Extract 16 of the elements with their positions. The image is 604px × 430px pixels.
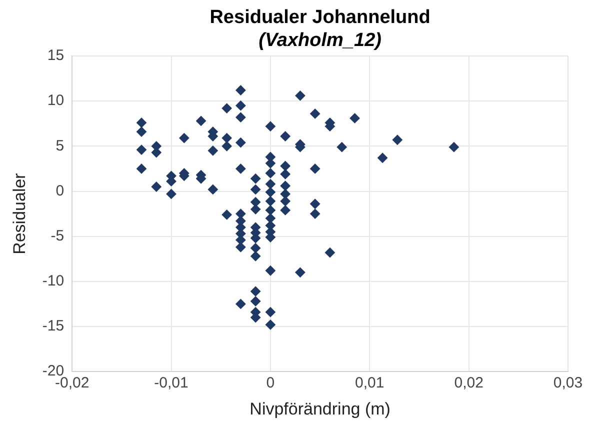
y-tick-label: -5 — [50, 227, 64, 244]
y-tick-label: -15 — [42, 318, 64, 335]
y-axis-title: Residualer — [10, 172, 29, 254]
y-tick-label: -10 — [42, 272, 64, 290]
text: (Vaxholm_12) — [258, 30, 382, 52]
y-tick-label: 0 — [56, 182, 64, 200]
x-axis-title: Nivpförändring (m) — [250, 399, 390, 418]
x-tick-label: 0 — [266, 374, 275, 392]
x-tick-label: 0,01 — [355, 374, 384, 392]
y-tick-label: 5 — [56, 137, 64, 154]
x-tick-label: 0,02 — [454, 374, 484, 392]
y-tick-label: 15 — [47, 47, 64, 64]
x-tick-label: -0,01 — [154, 374, 188, 392]
text: Residualer Johannelund — [210, 7, 430, 28]
x-tick-label: 0,03 — [553, 374, 583, 392]
y-tick-label: 10 — [47, 92, 64, 110]
